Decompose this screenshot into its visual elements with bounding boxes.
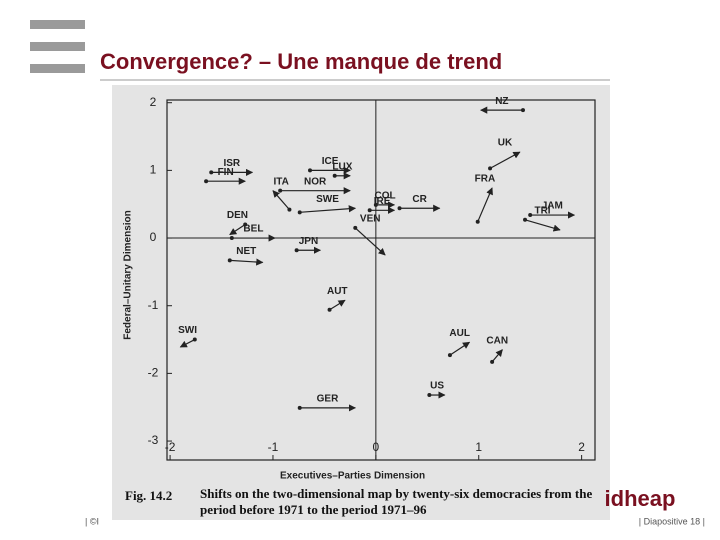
shift-arrow <box>179 339 196 348</box>
y-tick-label: -3 <box>148 433 159 447</box>
country-label: AUL <box>449 328 470 339</box>
country-label: FIN <box>218 167 234 178</box>
shift-arrow <box>329 299 346 311</box>
caption-label: Fig. 14.2 <box>125 488 172 503</box>
logo-bar <box>30 20 85 29</box>
country-label: ITA <box>274 176 289 187</box>
plot-frame <box>166 99 596 461</box>
x-tick-label: 1 <box>475 440 482 454</box>
y-tick-label: 1 <box>150 163 157 177</box>
x-tick-label: 2 <box>578 440 585 454</box>
shift-arrow <box>229 258 264 266</box>
y-tick-label: 0 <box>150 230 157 244</box>
logo-bar <box>30 64 85 73</box>
country-label: JPN <box>299 236 318 247</box>
shift-arrow <box>354 227 386 256</box>
country-label: VEN <box>360 214 381 225</box>
country-label: IRE <box>374 196 391 207</box>
country-label: ICE <box>322 156 339 167</box>
y-tick-label: 2 <box>150 95 157 109</box>
country-label: UK <box>498 138 513 149</box>
country-label: AUT <box>327 286 348 297</box>
shift-arrow <box>299 205 356 213</box>
country-label: NOR <box>304 176 327 187</box>
country-label: US <box>430 381 444 392</box>
country-label: FRA <box>475 174 496 185</box>
y-axis-label: Federal–Unitary Dimension <box>123 210 134 339</box>
slide-title: Convergence? – Une manque de trend <box>100 49 502 74</box>
country-label: SWI <box>178 325 197 336</box>
y-tick-label: -1 <box>148 298 159 312</box>
shift-arrow <box>489 151 521 169</box>
country-label: TRI <box>534 205 550 216</box>
country-label: NET <box>236 246 256 257</box>
shift-arrow <box>449 341 471 356</box>
shift-arrow <box>229 224 246 236</box>
shift-arrow <box>272 190 290 211</box>
caption: Shifts on the two-dimensional map by twe… <box>200 486 593 517</box>
country-label: GER <box>317 394 339 405</box>
logo-text: idheap <box>605 486 676 511</box>
country-label: DEN <box>227 210 248 221</box>
footer-right: | Diapositive 18 | <box>639 516 705 526</box>
country-label: ISR <box>223 158 240 169</box>
scan-background <box>112 85 610 520</box>
y-tick-label: -2 <box>148 366 159 380</box>
country-label: LUX <box>332 161 352 172</box>
x-axis-label: Executives–Parties Dimension <box>280 471 425 482</box>
shift-arrow <box>491 349 503 363</box>
shift-arrow <box>524 219 561 232</box>
logo-bar <box>30 42 85 51</box>
country-label: JAM <box>542 201 563 212</box>
country-label: COL <box>375 191 396 202</box>
country-label: CAN <box>486 335 508 346</box>
x-tick-label: -2 <box>165 440 176 454</box>
plot: -2-1012-3-2-1012NZISRFINICELUXNORUKFRACO… <box>148 95 595 460</box>
shift-arrow <box>477 187 493 223</box>
country-label: CR <box>412 194 427 205</box>
x-tick-label: -1 <box>268 440 279 454</box>
country-label: BEL <box>243 224 263 235</box>
caption-box: Shifts on the two-dimensional map by twe… <box>200 486 593 517</box>
country-label: SWE <box>316 194 339 205</box>
footer-left: | ©I <box>85 516 99 526</box>
country-label: NZ <box>495 96 508 107</box>
